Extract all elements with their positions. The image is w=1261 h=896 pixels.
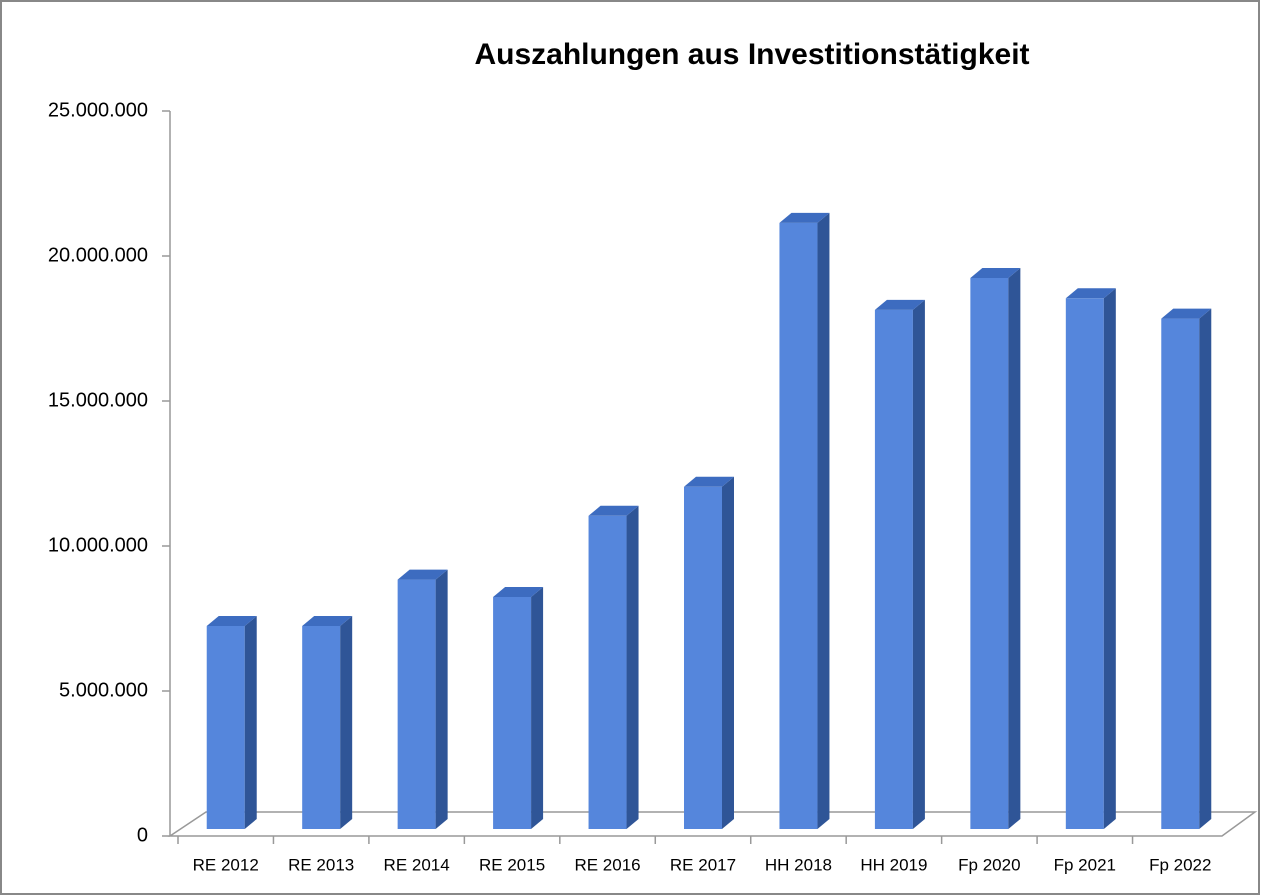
bar [588, 515, 627, 829]
bar-side [722, 476, 734, 829]
bar [397, 579, 436, 829]
x-tick-label: Fp 2022 [1149, 855, 1211, 874]
bar-group [1161, 308, 1212, 830]
bar [874, 309, 913, 829]
x-tick-label: HH 2018 [765, 855, 832, 874]
bar-top [493, 587, 544, 597]
bar-side [626, 505, 639, 829]
bar [1065, 298, 1104, 829]
x-tick-label: RE 2013 [288, 855, 354, 874]
bar-top [302, 616, 353, 626]
bar [302, 626, 341, 829]
bar [206, 626, 245, 829]
y-tick-label: 5.000.000 [59, 679, 148, 701]
bar-group [779, 212, 830, 829]
bar-top [970, 268, 1021, 278]
bar-top [1161, 308, 1212, 319]
y-tick-label: 20.000.000 [48, 244, 148, 266]
bar-side [244, 616, 257, 829]
bar-top [874, 299, 925, 310]
bar-group [493, 587, 544, 829]
floor [167, 811, 1258, 837]
bar-side [340, 616, 353, 829]
bar [779, 222, 818, 829]
bar-side [912, 299, 925, 829]
x-tick-label: RE 2016 [574, 855, 640, 874]
bar-group [397, 569, 448, 829]
x-tick-label: RE 2014 [384, 855, 450, 874]
bar-top [206, 616, 257, 626]
bar-group [588, 505, 639, 829]
bar-side [435, 569, 448, 829]
bar-top [684, 476, 734, 487]
bar-top [397, 569, 448, 580]
y-tick-label: 0 [137, 824, 148, 846]
y-tick-label: 25.000.000 [48, 99, 148, 121]
bar [493, 597, 532, 829]
bar [1161, 318, 1200, 829]
x-tick-label: HH 2019 [860, 855, 927, 874]
bar-group [206, 616, 257, 829]
bar-side [817, 212, 830, 829]
x-tick-label: RE 2015 [479, 855, 545, 874]
y-tick-label: 15.000.000 [48, 389, 148, 411]
bar-side [1199, 308, 1212, 830]
x-tick-label: RE 2012 [193, 855, 259, 874]
bar-top [588, 505, 639, 516]
bar-top [1065, 288, 1116, 299]
bar [970, 278, 1009, 829]
chart-title: Auszahlungen aus Investitionstätigkeit [474, 38, 1029, 71]
bar-top [779, 212, 830, 223]
bar-side [1008, 268, 1021, 829]
bar-group [1065, 288, 1116, 829]
y-tick-label: 10.000.000 [48, 534, 148, 556]
bar-group [684, 476, 734, 829]
bar-group [302, 616, 353, 829]
bar [684, 486, 722, 829]
x-tick-label: Fp 2020 [958, 855, 1020, 874]
bar-side [1103, 288, 1116, 829]
bar-group [874, 299, 925, 829]
x-tick-label: Fp 2021 [1054, 855, 1116, 874]
bar-group [970, 268, 1021, 829]
x-tick-label: RE 2017 [670, 855, 736, 874]
bar-side [531, 587, 544, 829]
